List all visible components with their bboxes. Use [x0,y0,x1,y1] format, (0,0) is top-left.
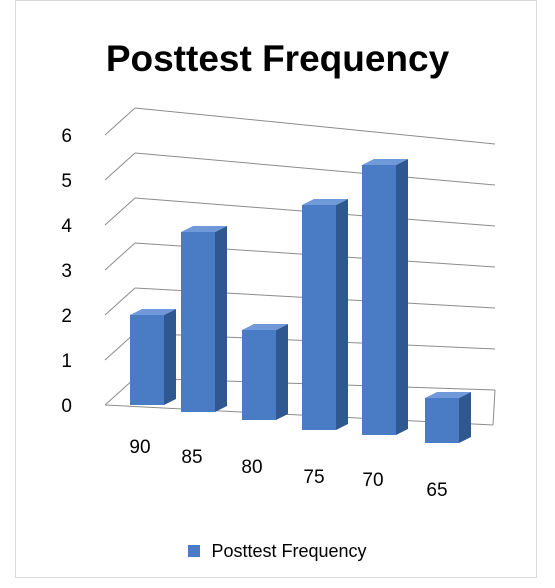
y-tick-label: 5 [61,171,72,192]
gridline-left [104,287,136,316]
bar-front [242,330,276,420]
y-axis-ticks: 0 1 2 3 4 5 6 [61,126,72,417]
x-tick-label: 90 [129,437,150,458]
y-tick-label: 4 [61,216,72,237]
y-tick-label: 3 [61,261,72,282]
bar-top [181,226,227,232]
bar-side [276,324,288,420]
x-tick-label: 75 [303,467,324,488]
bar-65 [425,392,471,443]
bar-top [302,199,348,205]
y-tick-label: 1 [61,351,72,372]
gridline-left [104,242,136,271]
bar-85 [181,226,227,412]
bar-70 [362,159,408,435]
legend: Posttest Frequency [0,540,555,562]
bar-top [362,159,408,165]
x-axis-ticks: 90 85 80 75 70 65 [129,437,447,501]
gridline-back [134,107,496,145]
bar-front [362,165,396,435]
x-tick-label: 65 [426,480,447,501]
legend-swatch [188,545,201,558]
bar-top [130,309,176,315]
bar-front [181,232,215,412]
bar-front [425,398,459,443]
x-tick-label: 70 [362,470,383,491]
gridline-left [104,197,136,226]
y-tick-label: 6 [61,126,72,147]
x-tick-label: 85 [181,447,202,468]
bar-75 [302,199,348,430]
bar-80 [242,324,288,420]
bar-front [302,205,336,430]
legend-label: Posttest Frequency [211,540,367,561]
bar-top [242,324,288,330]
y-tick-label: 0 [61,396,72,417]
gridline-back [134,152,496,186]
bar-90 [130,309,176,405]
bar-side [164,309,176,405]
bar-top [425,392,471,398]
chart-frame [15,0,537,578]
chart-title: Posttest Frequency [105,38,450,79]
bars [130,159,471,443]
y-tick-label: 2 [61,306,72,327]
bar-side [215,226,227,412]
floor-right-edge [492,389,496,426]
bar-side [396,159,408,435]
gridline-left [104,107,136,136]
bar-side [459,392,471,443]
x-tick-label: 80 [241,457,262,478]
bar-side [336,199,348,430]
bar-front [130,315,164,405]
gridline-left [104,152,136,181]
